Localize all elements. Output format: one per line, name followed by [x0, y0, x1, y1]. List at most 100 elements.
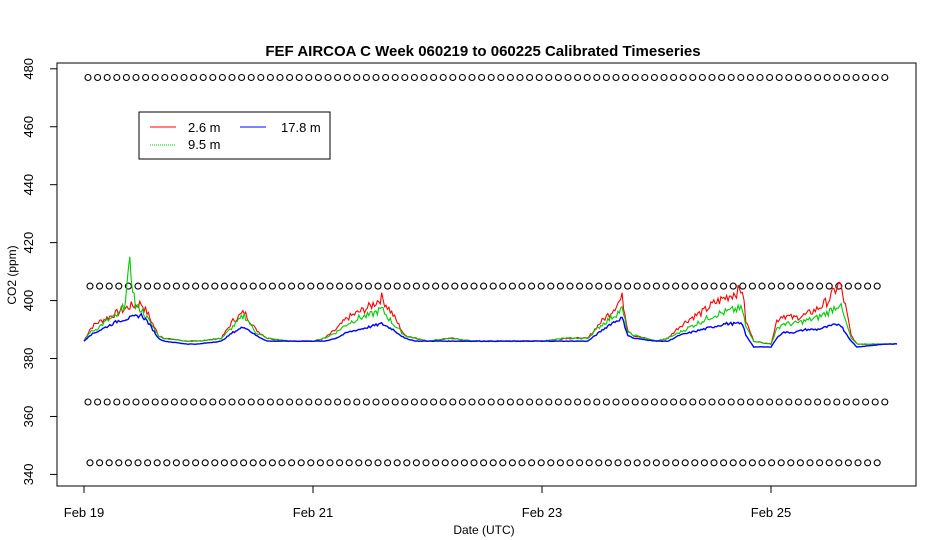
- calibration-point: [844, 282, 852, 290]
- calibration-point: [420, 73, 428, 82]
- calibration-point: [602, 73, 610, 82]
- calibration-point: [144, 282, 152, 290]
- calibration-point: [96, 459, 104, 467]
- calibration-point: [881, 73, 889, 82]
- calibration-point: [286, 73, 294, 82]
- calibration-point: [871, 73, 879, 82]
- calibration-point: [643, 459, 651, 467]
- calibration-point: [710, 459, 718, 467]
- calibration-point: [132, 398, 140, 406]
- calibration-markers: [84, 73, 889, 467]
- calibration-point: [612, 73, 620, 82]
- calibration-point: [314, 398, 322, 406]
- calibration-point: [739, 282, 747, 290]
- calibration-point: [343, 398, 351, 406]
- calibration-point: [679, 398, 687, 406]
- calibration-point: [854, 459, 862, 467]
- calibration-point: [700, 282, 708, 290]
- calibration-point: [393, 459, 401, 467]
- calibration-point: [355, 282, 363, 290]
- calibration-point: [420, 398, 428, 406]
- calibration-point: [574, 73, 582, 82]
- calibration-point: [624, 459, 632, 467]
- calibration-point: [691, 459, 699, 467]
- calibration-point: [758, 282, 766, 290]
- calibration-point: [487, 398, 495, 406]
- calibration-point: [650, 73, 658, 82]
- calibration-point: [286, 398, 294, 406]
- calibration-point: [681, 459, 689, 467]
- calibration-point: [153, 459, 161, 467]
- calibration-point: [576, 459, 584, 467]
- series-line-9-5-m: [83, 256, 898, 345]
- calibration-point: [288, 282, 296, 290]
- calibration-point: [796, 459, 804, 467]
- calibration-point: [652, 282, 660, 290]
- calibration-point: [170, 73, 178, 82]
- calibration-point: [124, 459, 132, 467]
- calibration-point: [852, 73, 860, 82]
- calibration-point: [211, 282, 219, 290]
- calibration-point: [163, 282, 171, 290]
- calibration-point: [334, 398, 342, 406]
- calibration-point: [545, 73, 553, 82]
- calibration-point: [247, 73, 255, 82]
- calibration-point: [593, 73, 601, 82]
- calibration-point: [526, 73, 534, 82]
- y-tick-label: 460: [21, 116, 36, 138]
- calibration-point: [508, 282, 516, 290]
- calibration-point: [806, 282, 814, 290]
- calibration-point: [182, 282, 190, 290]
- calibration-point: [679, 73, 687, 82]
- calibration-point: [132, 73, 140, 82]
- calibration-point: [326, 459, 334, 467]
- calibration-point: [804, 73, 812, 82]
- calibration-point: [748, 459, 756, 467]
- calibration-point: [604, 459, 612, 467]
- calibration-point: [451, 282, 459, 290]
- calibration-point: [230, 282, 238, 290]
- calibration-point: [336, 459, 344, 467]
- calibration-point: [595, 282, 603, 290]
- calibration-point: [345, 459, 353, 467]
- calibration-point: [650, 398, 658, 406]
- calibration-point: [324, 73, 332, 82]
- x-tick-label: Feb 21: [293, 505, 333, 520]
- calibration-point: [278, 282, 286, 290]
- calibration-point: [403, 459, 411, 467]
- calibration-point: [729, 459, 737, 467]
- calibration-point: [96, 282, 104, 290]
- calibration-point: [547, 459, 555, 467]
- calibration-point: [422, 282, 430, 290]
- calibration-point: [814, 73, 822, 82]
- x-tick-label: Feb 23: [522, 505, 562, 520]
- y-tick-label: 340: [21, 464, 36, 486]
- calibration-point: [862, 398, 870, 406]
- calibration-point: [480, 459, 488, 467]
- calibration-point: [739, 459, 747, 467]
- calibration-point: [497, 398, 505, 406]
- calibration-point: [192, 282, 200, 290]
- calibration-point: [612, 398, 620, 406]
- y-axis-label: CO2 (ppm): [5, 245, 19, 304]
- calibration-point: [297, 459, 305, 467]
- calibration-point: [297, 282, 305, 290]
- calibration-point: [480, 282, 488, 290]
- calibration-point: [151, 398, 159, 406]
- calibration-point: [439, 398, 447, 406]
- y-tick-label: 480: [21, 58, 36, 80]
- calibration-point: [708, 398, 716, 406]
- calibration-point: [727, 398, 735, 406]
- calibration-point: [470, 459, 478, 467]
- calibration-point: [545, 398, 553, 406]
- calibration-point: [430, 73, 438, 82]
- calibration-point: [314, 73, 322, 82]
- calibration-point: [526, 398, 534, 406]
- calibration-point: [478, 73, 486, 82]
- calibration-point: [180, 398, 188, 406]
- calibration-point: [794, 73, 802, 82]
- calibration-point: [403, 282, 411, 290]
- calibration-point: [583, 398, 591, 406]
- calibration-point: [873, 459, 881, 467]
- calibration-point: [864, 459, 872, 467]
